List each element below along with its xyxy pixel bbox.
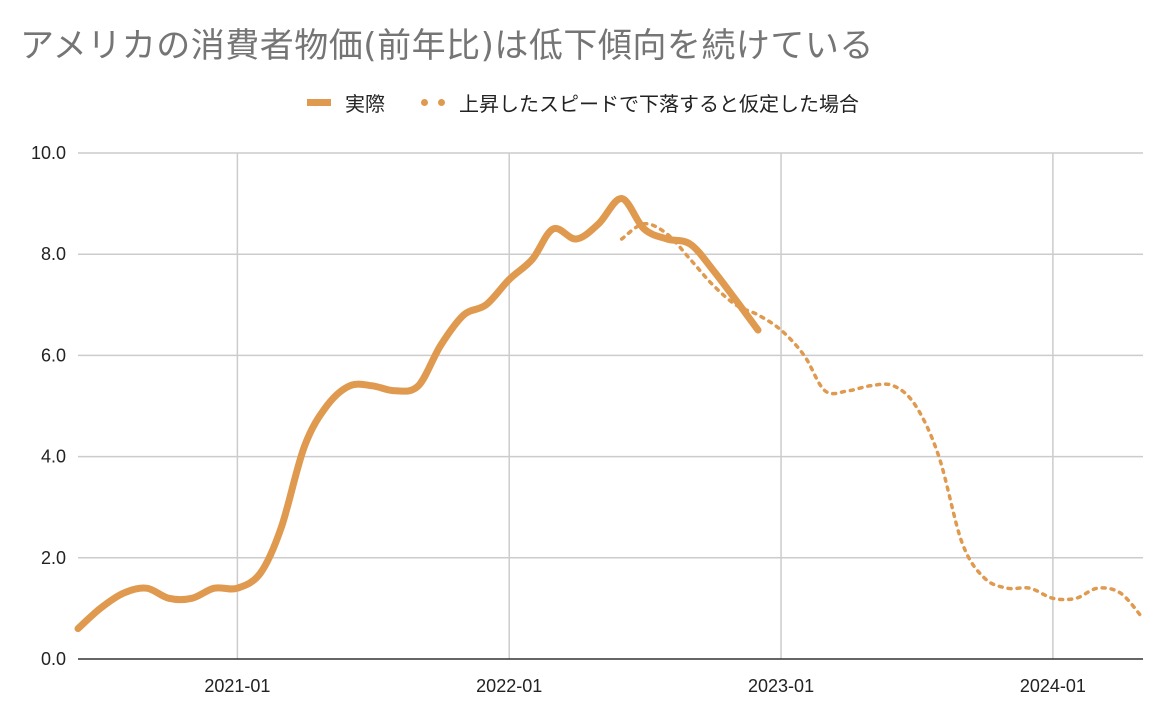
- legend-swatch-dotted-line: [421, 99, 445, 106]
- y-tick-label: 10.0: [31, 143, 66, 163]
- legend-item-actual: 実際: [307, 88, 385, 117]
- y-tick-label: 2.0: [41, 548, 66, 568]
- x-tick-label: 2022-01: [476, 676, 542, 696]
- legend-label-actual: 実際: [345, 92, 385, 116]
- y-tick-label: 8.0: [41, 244, 66, 264]
- chart-legend: 実際 上昇したスピードで下落すると仮定した場合: [0, 88, 1166, 117]
- series-line-actual: [74, 195, 762, 633]
- y-tick-label: 0.0: [41, 649, 66, 669]
- legend-swatch-solid-line: [307, 99, 331, 106]
- x-tick-label: 2024-01: [1020, 676, 1086, 696]
- x-tick-label: 2023-01: [748, 676, 814, 696]
- y-tick-label: 4.0: [41, 447, 66, 467]
- legend-item-hypothetical: 上昇したスピードで下落すると仮定した場合: [421, 88, 859, 117]
- y-tick-label: 6.0: [41, 345, 66, 365]
- series-line-hypothetical: [619, 222, 1145, 621]
- chart-title: アメリカの消費者物価(前年比)は低下傾向を続けている: [20, 26, 874, 66]
- x-tick-label: 2021-01: [204, 676, 270, 696]
- legend-label-hypothetical: 上昇したスピードで下落すると仮定した場合: [459, 92, 859, 116]
